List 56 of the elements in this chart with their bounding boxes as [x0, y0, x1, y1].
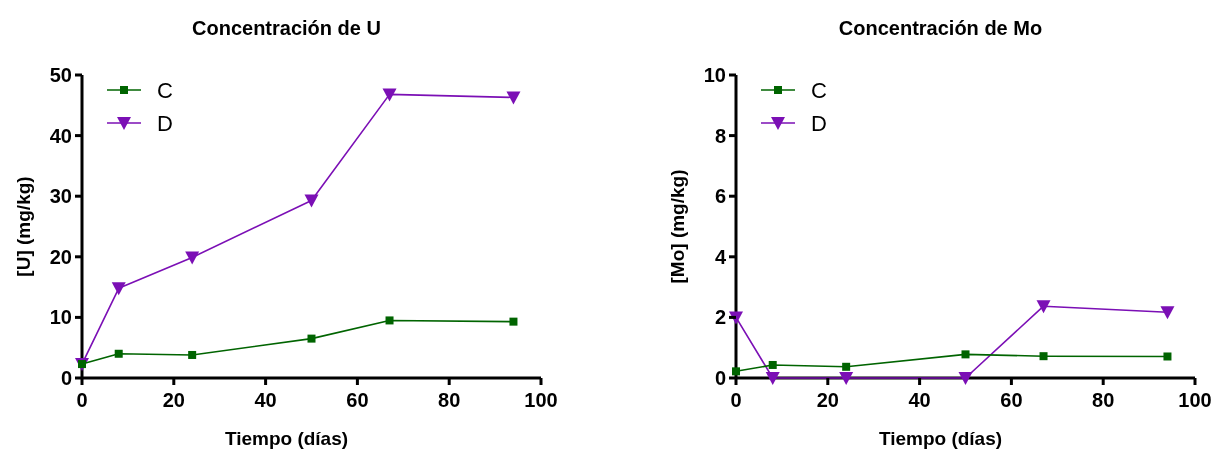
- point: [1039, 352, 1048, 361]
- x-tick-label: 80: [438, 389, 461, 411]
- x-tick-label: 20: [162, 389, 185, 411]
- x-tick-label: 40: [908, 389, 931, 411]
- legend-label: C: [811, 78, 827, 103]
- point: [185, 251, 200, 265]
- x-tick-label: 60: [346, 389, 369, 411]
- y-tick-label: 10: [49, 306, 72, 329]
- point: [765, 372, 780, 385]
- point: [1163, 352, 1172, 361]
- chart-title: Concentración de U: [192, 17, 381, 39]
- point: [839, 372, 854, 385]
- point: [385, 316, 394, 325]
- x-axis-title: Tiempo (días): [224, 428, 349, 449]
- point: [961, 350, 970, 359]
- legend-label: D: [811, 111, 827, 136]
- y-tick-label: 2: [714, 306, 726, 329]
- y-axis-title: [Mo] (mg/kg): [667, 169, 688, 284]
- point: [1036, 300, 1051, 314]
- x-tick-label: 60: [1000, 389, 1023, 411]
- point: [111, 282, 126, 296]
- y-tick-label: 0: [714, 367, 726, 389]
- legend-label: D: [157, 111, 173, 136]
- chart-title: Concentración de Mo: [838, 17, 1043, 39]
- point: [114, 349, 123, 358]
- y-tick-label: 20: [49, 245, 72, 268]
- point: [509, 317, 518, 326]
- point: [1160, 306, 1175, 320]
- x-tick-label: 0: [76, 389, 88, 411]
- point: [304, 194, 319, 208]
- point: [842, 362, 851, 371]
- x-tick-label: 40: [254, 389, 277, 411]
- x-tick-label: 100: [524, 389, 558, 411]
- point: [307, 334, 316, 343]
- x-tick-label: 20: [816, 389, 839, 411]
- point: [768, 360, 777, 369]
- y-tick-label: 40: [49, 124, 72, 147]
- point: [958, 372, 973, 385]
- point: [382, 88, 397, 102]
- y-tick-label: 10: [703, 64, 726, 86]
- y-tick-label: 8: [714, 124, 726, 147]
- x-axis-title: Tiempo (días): [878, 428, 1003, 449]
- point: [732, 367, 740, 376]
- x-tick-label: 100: [1178, 389, 1212, 411]
- legend-label: C: [157, 78, 173, 103]
- point: [506, 91, 521, 105]
- point: [188, 350, 197, 359]
- x-tick-label: 80: [1092, 389, 1115, 411]
- y-tick-label: 50: [49, 64, 72, 86]
- x-tick-label: 0: [730, 389, 742, 411]
- y-axis-title: [U] (mg/kg): [13, 176, 34, 277]
- y-tick-label: 0: [60, 367, 72, 389]
- y-tick-label: 30: [49, 185, 72, 208]
- y-tick-label: 6: [714, 185, 726, 208]
- point: [729, 311, 743, 325]
- y-tick-label: 4: [714, 245, 727, 268]
